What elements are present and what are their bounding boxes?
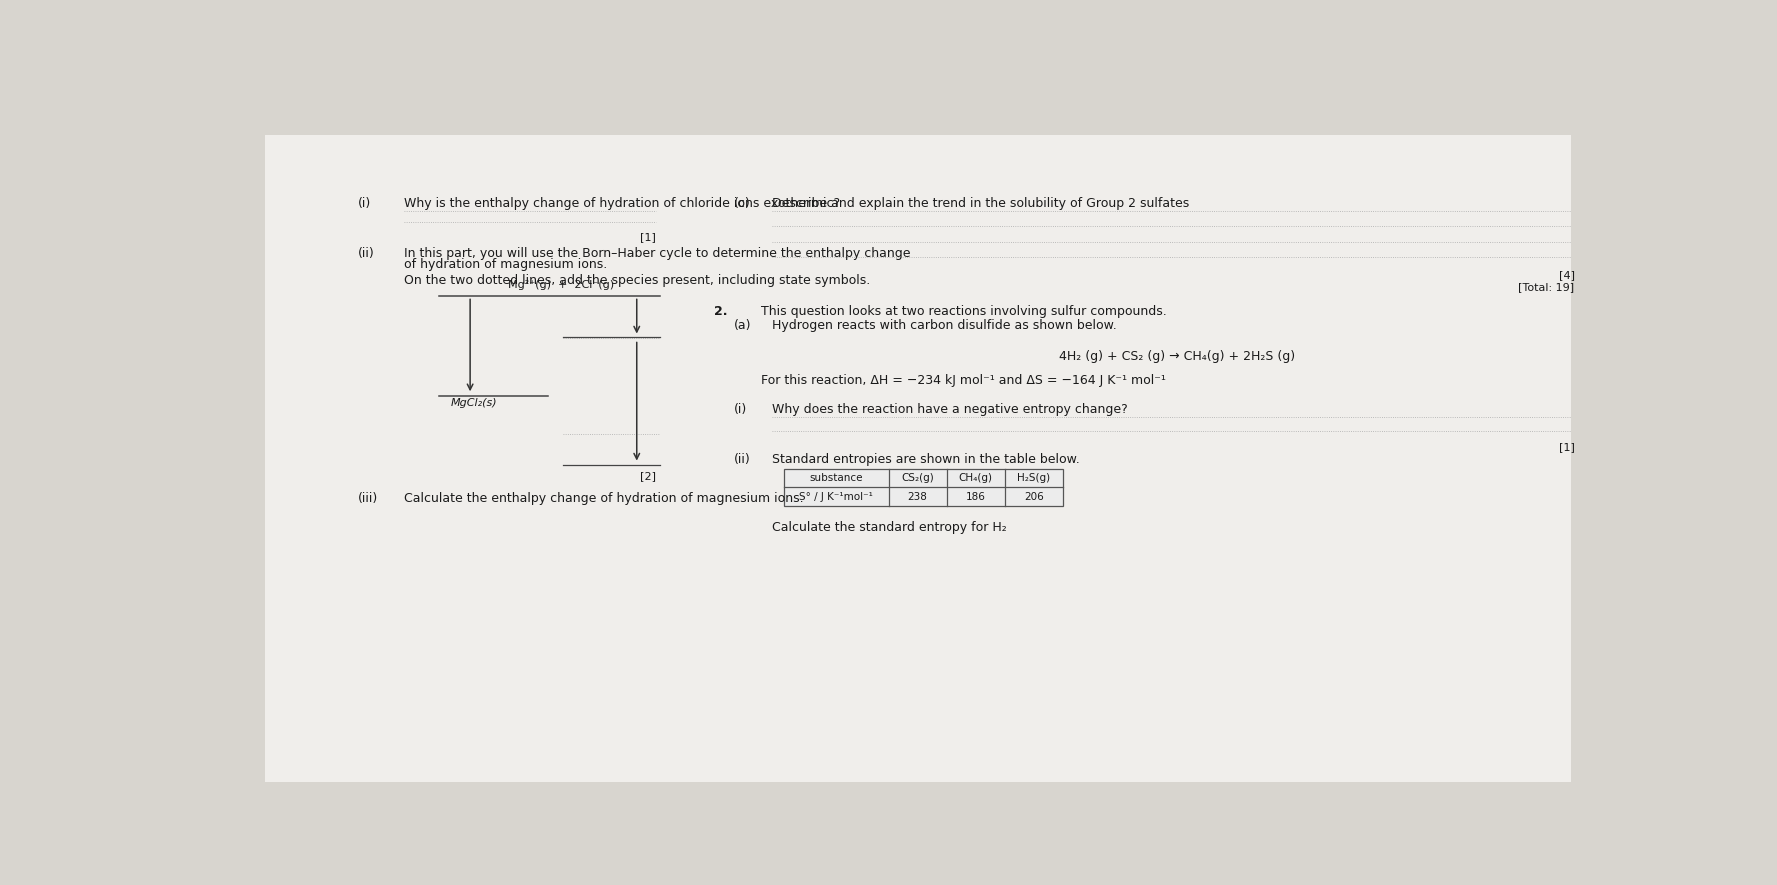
Text: Hydrogen reacts with carbon disulfide as shown below.: Hydrogen reacts with carbon disulfide as…: [773, 319, 1118, 332]
Text: Describe and explain the trend in the solubility of Group 2 sulfates: Describe and explain the trend in the so…: [773, 197, 1189, 210]
Text: (i): (i): [357, 197, 371, 210]
Text: 206: 206: [1024, 491, 1043, 502]
Text: [4]: [4]: [1558, 270, 1574, 281]
Text: [Total: 19]: [Total: 19]: [1518, 281, 1574, 292]
Text: (iii): (iii): [357, 492, 379, 505]
Text: In this part, you will use the Born–Haber cycle to determine the enthalpy change: In this part, you will use the Born–Habe…: [403, 247, 912, 260]
Text: Mg²⁺(g)  +  2Cl⁻(g): Mg²⁺(g) + 2Cl⁻(g): [508, 281, 615, 290]
Text: 4H₂ (g) + CS₂ (g) → CH₄(g) + 2H₂S (g): 4H₂ (g) + CS₂ (g) → CH₄(g) + 2H₂S (g): [1059, 350, 1295, 363]
Text: CH₄(g): CH₄(g): [960, 473, 993, 483]
Text: On the two dotted lines, add the species present, including state symbols.: On the two dotted lines, add the species…: [403, 274, 871, 287]
Text: of hydration of magnesium ions.: of hydration of magnesium ions.: [403, 258, 608, 271]
Text: [1]: [1]: [640, 233, 656, 242]
Text: For this reaction, ΔH = −234 kJ mol⁻¹ and ΔS = −164 J K⁻¹ mol⁻¹: For this reaction, ΔH = −234 kJ mol⁻¹ an…: [761, 374, 1166, 387]
Text: This question looks at two reactions involving sulfur compounds.: This question looks at two reactions inv…: [761, 304, 1166, 318]
Bar: [784, 469, 1063, 506]
Text: (c): (c): [734, 197, 750, 210]
Text: 2.: 2.: [714, 304, 729, 318]
Text: Why is the enthalpy change of hydration of chloride ions exothermic?: Why is the enthalpy change of hydration …: [403, 197, 841, 210]
Text: [2]: [2]: [640, 471, 656, 481]
Text: 186: 186: [967, 491, 986, 502]
Text: S° / J K⁻¹mol⁻¹: S° / J K⁻¹mol⁻¹: [800, 491, 873, 502]
Text: Calculate the standard entropy for H₂: Calculate the standard entropy for H₂: [773, 521, 1008, 535]
FancyBboxPatch shape: [265, 135, 1571, 782]
Text: Standard entropies are shown in the table below.: Standard entropies are shown in the tabl…: [773, 453, 1080, 466]
Text: MgCl₂(s): MgCl₂(s): [451, 398, 498, 408]
Text: 238: 238: [908, 491, 928, 502]
Text: (ii): (ii): [734, 453, 750, 466]
Text: H₂S(g): H₂S(g): [1018, 473, 1050, 483]
Text: (a): (a): [734, 319, 752, 332]
Text: (ii): (ii): [357, 247, 375, 260]
Text: (i): (i): [734, 404, 746, 417]
Text: substance: substance: [810, 473, 864, 483]
Text: Calculate the enthalpy change of hydration of magnesium ions.: Calculate the enthalpy change of hydrati…: [403, 492, 803, 505]
Text: Why does the reaction have a negative entropy change?: Why does the reaction have a negative en…: [773, 404, 1128, 417]
Text: [1]: [1]: [1558, 442, 1574, 452]
Text: CS₂(g): CS₂(g): [901, 473, 935, 483]
